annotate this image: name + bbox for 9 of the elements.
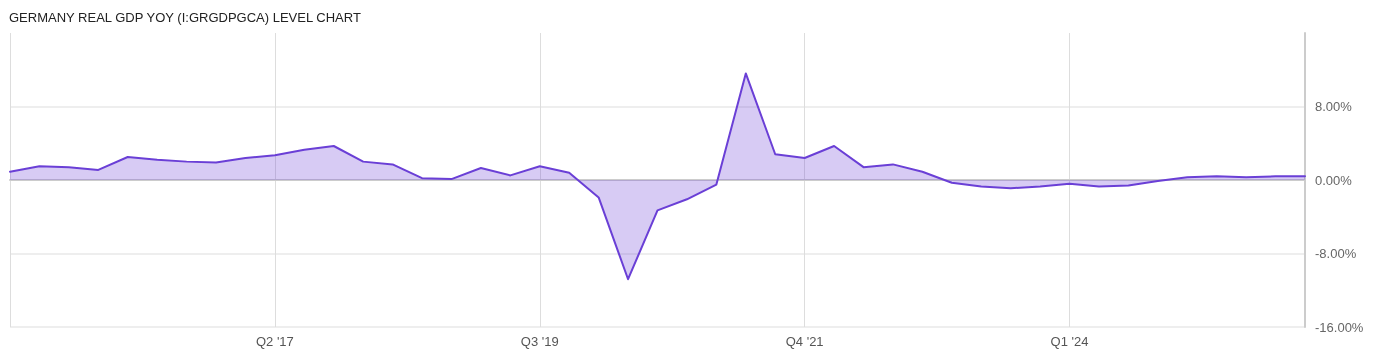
x-tick-label: Q4 '21	[785, 334, 824, 349]
y-tick-label: -16.00%	[1315, 319, 1364, 335]
y-tick-label: -8.00%	[1315, 246, 1357, 261]
y-tick-label: 8.00%	[1315, 99, 1353, 114]
y-tick-label: 0.00%	[1315, 172, 1353, 188]
x-tick-label: Q3 '19	[520, 334, 559, 349]
x-tick-label: Q2 '17	[255, 334, 294, 349]
x-tick-label: Q1 '24	[1050, 334, 1089, 349]
chart-title: GERMANY REAL GDP YOY (I:GRGDPGCA) LEVEL CHART	[9, 10, 361, 25]
